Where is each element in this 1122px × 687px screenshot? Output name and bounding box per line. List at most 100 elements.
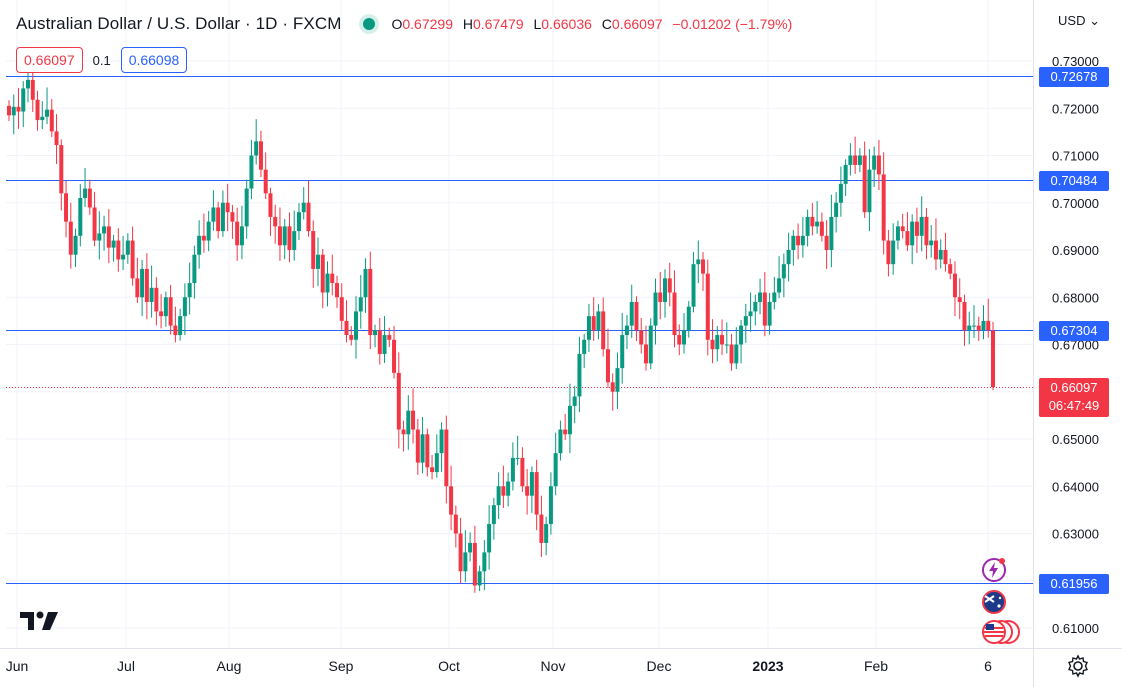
candle-body[interactable] [601, 311, 606, 350]
candle-body[interactable] [458, 533, 463, 572]
candle-body[interactable] [420, 434, 425, 463]
candle-body[interactable] [553, 453, 558, 487]
candle-body[interactable] [544, 524, 549, 543]
candle-body[interactable] [482, 552, 487, 572]
candle-body[interactable] [534, 472, 539, 515]
candle-body[interactable] [363, 268, 368, 298]
candle-body[interactable] [663, 278, 667, 302]
candle-body[interactable] [78, 198, 83, 236]
candle-body[interactable] [772, 292, 777, 302]
candle-body[interactable] [815, 221, 820, 227]
candle-body[interactable] [439, 429, 444, 454]
candle-body[interactable] [838, 183, 843, 203]
candle-body[interactable] [168, 297, 173, 326]
candle-body[interactable] [781, 264, 786, 279]
candle-body[interactable] [753, 301, 758, 312]
candle-body[interactable] [715, 335, 720, 350]
candle-body[interactable] [301, 202, 306, 213]
candle-body[interactable] [159, 311, 164, 317]
candle-body[interactable] [577, 353, 582, 397]
candle-body[interactable] [411, 410, 416, 430]
settings-gear-icon[interactable] [1066, 654, 1090, 678]
candle-body[interactable] [919, 216, 924, 236]
candle-body[interactable] [843, 164, 848, 184]
candle-body[interactable] [140, 268, 145, 298]
candle-body[interactable] [962, 301, 967, 331]
candle-body[interactable] [339, 297, 344, 321]
lightning-event-icon[interactable] [980, 556, 1008, 584]
candle-body[interactable] [268, 193, 273, 217]
candle-body[interactable] [368, 268, 373, 336]
candle-body[interactable] [748, 311, 753, 317]
candle-body[interactable] [667, 278, 672, 293]
candle-body[interactable] [729, 344, 734, 364]
candle-body[interactable] [249, 155, 254, 189]
candle-body[interactable] [624, 325, 629, 336]
candle-body[interactable] [691, 264, 696, 307]
candle-body[interactable] [287, 226, 292, 250]
candle-body[interactable] [206, 221, 211, 241]
candle-body[interactable] [881, 174, 886, 241]
candle-body[interactable] [591, 316, 596, 331]
candle-body[interactable] [415, 429, 420, 463]
candle-body[interactable] [92, 207, 97, 241]
candle-body[interactable] [64, 193, 69, 222]
candle-body[interactable] [330, 273, 335, 284]
candle-body[interactable] [572, 396, 577, 406]
candle-body[interactable] [154, 287, 159, 312]
candle-body[interactable] [596, 311, 601, 331]
candle-body[interactable] [891, 240, 896, 265]
candle-body[interactable] [306, 202, 311, 232]
candle-body[interactable] [320, 254, 325, 293]
candle-body[interactable] [59, 145, 64, 194]
candle-body[interactable] [848, 155, 853, 165]
candle-body[interactable] [938, 250, 943, 260]
candle-body[interactable] [796, 235, 801, 246]
currency-selector[interactable]: USD ⌄ [1058, 13, 1100, 29]
candle-body[interactable] [149, 287, 154, 302]
candle-body[interactable] [35, 99, 40, 121]
candle-body[interactable] [948, 264, 953, 274]
candle-body[interactable] [767, 301, 772, 326]
candle-body[interactable] [121, 254, 126, 260]
candle-body[interactable] [430, 467, 435, 473]
symbol-title[interactable]: Australian Dollar / U.S. Dollar · 1D · F… [16, 14, 342, 33]
candle-body[interactable] [68, 221, 73, 255]
candle-body[interactable] [125, 240, 130, 255]
candle-body[interactable] [734, 344, 739, 364]
candle-body[interactable] [682, 330, 687, 345]
candle-body[interactable] [182, 297, 187, 317]
candle-body[interactable] [254, 141, 259, 156]
candle-body[interactable] [929, 240, 934, 246]
candle-body[interactable] [743, 316, 748, 326]
candle-body[interactable] [211, 207, 216, 222]
candle-body[interactable] [991, 330, 995, 388]
candle-body[interactable] [335, 283, 339, 298]
candle-body[interactable] [867, 169, 872, 213]
candle-body[interactable] [952, 273, 957, 298]
candle-body[interactable] [116, 240, 121, 260]
candle-body[interactable] [444, 429, 449, 487]
candle-body[interactable] [777, 278, 782, 293]
candle-body[interactable] [178, 316, 183, 336]
candle-body[interactable] [648, 325, 653, 364]
candle-body[interactable] [225, 202, 230, 213]
candle-body[interactable] [910, 221, 915, 246]
candle-body[interactable] [26, 79, 31, 89]
candle-body[interactable] [263, 169, 268, 194]
candle-body[interactable] [520, 457, 525, 487]
candle-body[interactable] [914, 221, 919, 236]
candle-body[interactable] [449, 486, 454, 515]
australia-flag-icon[interactable] [980, 588, 1008, 616]
candle-body[interactable] [406, 410, 411, 435]
candle-body[interactable] [615, 368, 620, 392]
candle-body[interactable] [976, 325, 981, 331]
candle-body[interactable] [605, 349, 610, 383]
candle-body[interactable] [311, 231, 316, 269]
candle-body[interactable] [144, 268, 149, 302]
candle-body[interactable] [710, 339, 715, 350]
candle-body[interactable] [758, 292, 763, 302]
candle-body[interactable] [235, 221, 240, 246]
tradingview-logo-icon[interactable] [20, 608, 60, 634]
